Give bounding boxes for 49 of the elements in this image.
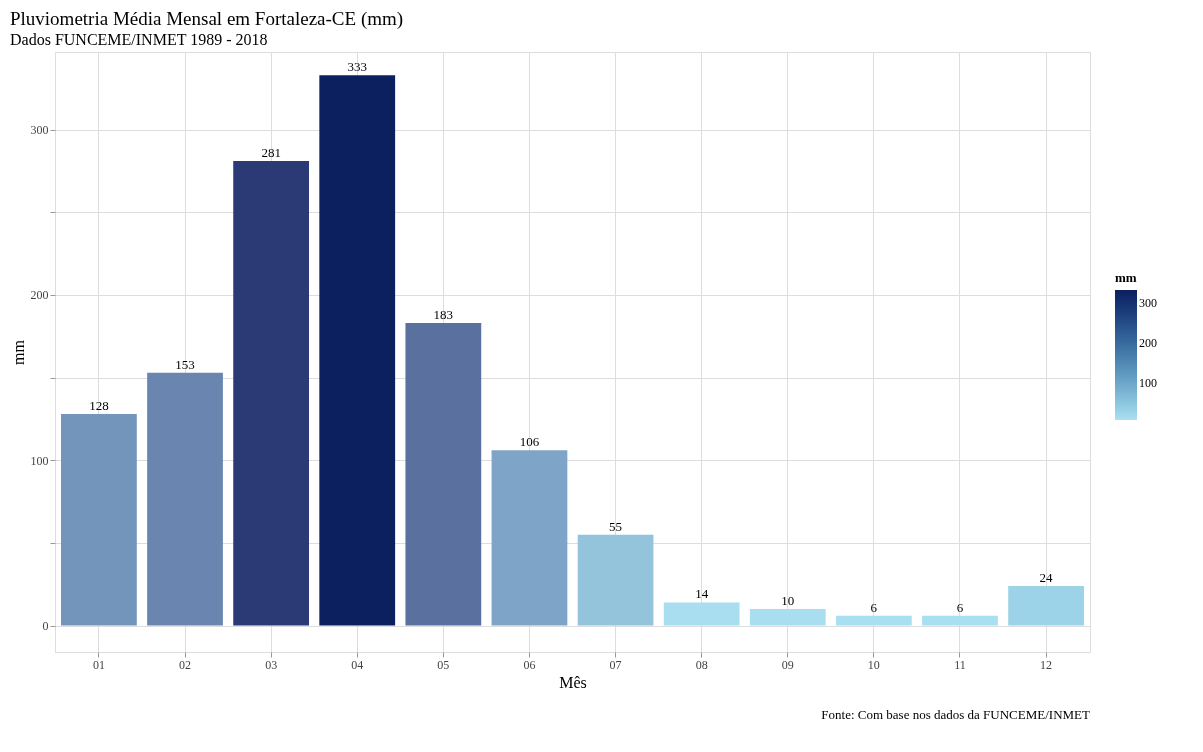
x-tick-label: 05 — [437, 657, 450, 672]
y-tick-label: 100 — [30, 453, 49, 468]
data-label: 14 — [695, 586, 709, 602]
x-tick-label: 12 — [1040, 657, 1053, 672]
y-tick-label: 300 — [30, 123, 49, 138]
bar — [577, 534, 654, 626]
x-tick-label: 11 — [954, 657, 966, 672]
x-tick-label: 09 — [781, 657, 794, 672]
bar — [147, 372, 223, 626]
bar — [749, 609, 826, 626]
bar — [319, 75, 396, 626]
x-tick-label: 01 — [92, 657, 105, 672]
bar — [1008, 585, 1084, 626]
bar — [61, 413, 137, 626]
y-tick-label: 200 — [30, 288, 49, 303]
color-bar-label: 300 — [1139, 296, 1157, 311]
data-label: 128 — [89, 397, 109, 413]
color-bar-label: 200 — [1139, 335, 1157, 350]
bar — [405, 323, 482, 626]
chart-subtitle: Dados FUNCEME/INMET 1989 - 2018 — [10, 31, 268, 48]
x-tick-label: 02 — [179, 657, 192, 672]
data-label: 6 — [870, 599, 878, 615]
bar — [922, 615, 998, 626]
data-label: 24 — [1039, 569, 1054, 585]
data-label: 6 — [956, 599, 964, 615]
y-tick-label: 0 — [42, 619, 49, 634]
y-axis-title: mm — [9, 339, 27, 365]
x-tick-label: 08 — [695, 657, 708, 672]
data-label: 10 — [781, 593, 795, 609]
data-label: 281 — [261, 145, 281, 161]
bar — [835, 615, 912, 626]
x-tick-label: 06 — [523, 657, 536, 672]
bar — [233, 161, 310, 626]
x-tick-label: 07 — [609, 657, 622, 672]
data-label: 55 — [609, 518, 623, 534]
data-label: 183 — [433, 307, 454, 323]
x-tick-label: 03 — [265, 657, 278, 672]
data-label: 333 — [347, 59, 367, 75]
color-bar-label: 100 — [1139, 375, 1157, 390]
bar — [663, 602, 740, 626]
data-label: 153 — [175, 356, 195, 372]
x-tick-label: 10 — [867, 657, 880, 672]
bar — [491, 450, 568, 626]
chart-title: Pluviometria Média Mensal em Fortaleza-CE (mm) — [10, 8, 404, 30]
data-label: 106 — [519, 434, 540, 450]
x-axis-title: Mês — [559, 673, 587, 691]
source-note: Fonte: Com base nos dados da FUNCEME/INMET — [821, 707, 1091, 722]
color-bar-title: mm — [1115, 270, 1137, 285]
x-tick-label: 04 — [351, 657, 364, 672]
